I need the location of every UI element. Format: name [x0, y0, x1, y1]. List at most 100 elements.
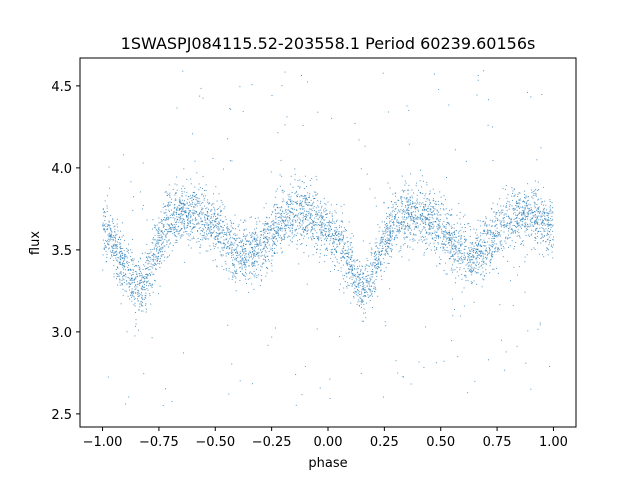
data-point: [374, 197, 376, 199]
data-point: [412, 197, 414, 199]
data-point: [163, 212, 165, 214]
data-point: [321, 218, 323, 220]
data-point: [116, 266, 118, 268]
data-point: [151, 337, 153, 339]
data-point: [320, 215, 322, 217]
data-point: [206, 230, 208, 232]
data-point: [548, 244, 550, 246]
data-point: [541, 94, 543, 95]
data-point: [523, 212, 525, 214]
data-point: [244, 255, 246, 257]
data-point: [427, 218, 428, 219]
data-point: [539, 215, 541, 217]
data-point: [305, 215, 307, 217]
data-point: [470, 281, 472, 283]
data-point: [115, 234, 117, 236]
data-point: [387, 253, 388, 255]
data-point: [124, 269, 126, 271]
data-point: [106, 240, 108, 242]
data-point: [534, 211, 535, 212]
data-point: [527, 330, 529, 332]
data-point: [479, 258, 481, 260]
data-point: [251, 247, 253, 249]
data-point: [134, 266, 136, 267]
data-point: [423, 197, 425, 199]
data-point: [545, 241, 547, 243]
data-point: [388, 238, 390, 240]
data-point: [409, 198, 411, 200]
data-point: [137, 293, 139, 295]
data-point: [332, 238, 334, 240]
data-point: [345, 252, 347, 254]
data-point: [208, 208, 209, 210]
data-point: [451, 236, 453, 238]
data-point: [167, 205, 169, 207]
data-point: [368, 281, 370, 283]
data-point: [406, 204, 408, 206]
data-point: [340, 220, 342, 222]
data-point: [286, 214, 288, 215]
data-point: [203, 225, 205, 227]
data-point: [109, 234, 111, 236]
data-point: [307, 215, 309, 217]
data-point: [282, 192, 284, 194]
data-point: [541, 222, 543, 224]
data-point: [325, 233, 326, 235]
data-point: [379, 245, 381, 246]
data-point: [392, 230, 394, 232]
data-point: [277, 207, 279, 209]
data-point: [299, 202, 301, 204]
data-point: [483, 239, 485, 241]
data-point: [525, 202, 527, 204]
data-point: [443, 243, 445, 245]
data-point: [424, 205, 426, 207]
data-point: [202, 239, 204, 241]
data-point: [511, 232, 513, 234]
data-point: [321, 229, 323, 231]
data-point: [539, 322, 541, 324]
data-point: [187, 215, 189, 217]
data-point: [125, 403, 127, 405]
data-point: [149, 256, 151, 258]
data-point: [297, 225, 299, 227]
data-point: [458, 243, 460, 245]
data-point: [300, 233, 301, 235]
data-point: [356, 286, 357, 288]
data-point: [167, 201, 169, 203]
data-point: [196, 197, 198, 199]
data-point: [405, 236, 407, 238]
data-point: [413, 233, 415, 235]
data-point: [304, 195, 306, 197]
data-point: [300, 220, 302, 222]
data-point: [135, 288, 137, 290]
data-point: [120, 230, 121, 232]
data-point: [132, 293, 134, 295]
data-point: [129, 279, 131, 281]
data-point: [390, 249, 392, 251]
data-point: [313, 228, 315, 230]
data-point: [132, 295, 134, 297]
data-point: [428, 224, 430, 226]
data-point: [286, 201, 288, 203]
data-point: [301, 204, 303, 206]
data-point: [459, 252, 461, 254]
data-point: [451, 340, 453, 342]
data-point: [179, 230, 181, 232]
data-point: [259, 240, 261, 242]
data-point: [382, 258, 384, 260]
data-point: [530, 225, 532, 227]
data-point: [394, 208, 396, 210]
data-point: [528, 226, 530, 228]
data-point: [324, 227, 326, 229]
data-point: [336, 235, 337, 236]
data-point: [459, 218, 461, 220]
data-point: [331, 215, 333, 217]
data-point: [430, 234, 432, 236]
data-point: [521, 227, 522, 229]
data-point: [320, 237, 322, 239]
data-point: [203, 229, 205, 231]
data-point: [224, 243, 226, 245]
data-point: [192, 195, 193, 197]
data-point: [420, 215, 422, 216]
data-point: [482, 258, 484, 260]
